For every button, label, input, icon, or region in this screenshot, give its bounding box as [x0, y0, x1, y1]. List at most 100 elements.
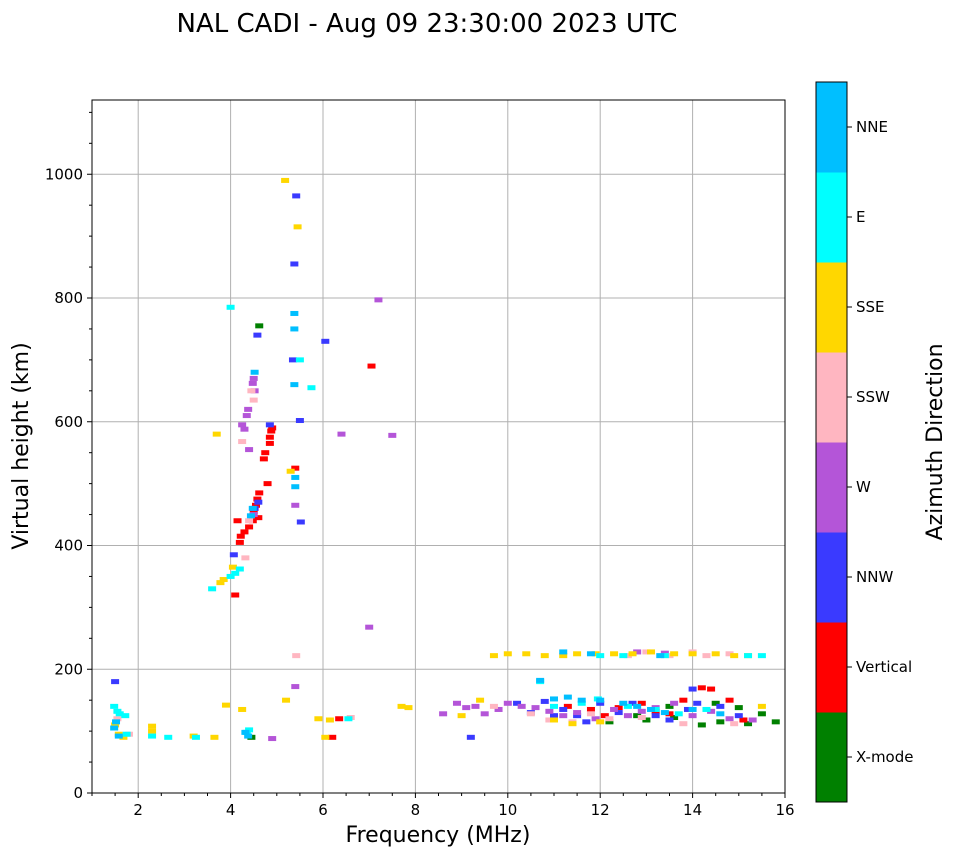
colorbar-tick-label: SSW: [856, 388, 890, 406]
data-point: [292, 653, 301, 659]
data-point: [307, 385, 316, 391]
x-tick-label: 16: [775, 801, 794, 819]
data-point: [697, 722, 706, 728]
data-point: [633, 703, 642, 709]
data-point: [241, 729, 250, 735]
colorbar-segment: [816, 172, 847, 263]
data-point: [660, 710, 669, 716]
data-point: [725, 697, 734, 703]
data-point: [707, 708, 716, 714]
data-point: [238, 706, 247, 712]
data-point: [619, 653, 628, 659]
colorbar-segment: [816, 262, 847, 353]
data-point: [238, 439, 247, 445]
data-point: [247, 388, 256, 394]
data-point: [228, 564, 237, 570]
data-point: [249, 508, 258, 514]
data-point: [462, 705, 471, 711]
data-point: [503, 700, 512, 706]
y-tick-label: 200: [54, 660, 83, 678]
data-point: [757, 653, 766, 659]
data-point: [494, 706, 503, 712]
data-point: [344, 716, 353, 722]
data-point: [226, 304, 235, 310]
colorbar-segment: [816, 622, 847, 713]
colorbar-segment: [816, 442, 847, 533]
data-point: [295, 418, 304, 424]
colorbar-tick-label: SSE: [856, 298, 885, 316]
data-point: [114, 733, 123, 739]
data-point: [212, 431, 221, 437]
data-point: [476, 697, 485, 703]
data-point: [248, 505, 257, 511]
data-point: [267, 428, 276, 434]
data-point: [526, 711, 535, 717]
data-point: [290, 310, 299, 316]
data-point: [244, 733, 253, 739]
data-point: [711, 700, 720, 706]
data-point: [647, 649, 656, 655]
colorbar-tick-label: E: [856, 208, 865, 226]
data-point: [291, 474, 300, 480]
data-point: [235, 566, 244, 572]
data-point: [734, 705, 743, 711]
data-point: [219, 577, 228, 583]
data-point: [249, 397, 258, 403]
data-point: [110, 725, 119, 731]
data-point: [586, 651, 595, 657]
data-point: [697, 685, 706, 691]
y-axis-ticks: 0 200 400 600 800 1000: [45, 111, 92, 802]
data-point: [164, 734, 173, 740]
data-point: [577, 700, 586, 706]
data-point: [573, 651, 582, 657]
x-tick-label: 10: [498, 801, 517, 819]
x-axis-ticks: 2 4 6 8 10 12 14 16: [91, 793, 795, 819]
data-point: [240, 529, 249, 535]
data-point: [268, 425, 277, 431]
x-tick-label: 14: [683, 801, 702, 819]
data-point: [586, 706, 595, 712]
data-marks: [110, 177, 780, 742]
data-point: [702, 706, 711, 712]
data-point: [404, 705, 413, 711]
data-point: [665, 711, 674, 717]
data-point: [540, 653, 549, 659]
data-point: [702, 653, 711, 659]
data-point: [325, 717, 334, 723]
data-point: [452, 700, 461, 706]
y-tick-label: 0: [73, 784, 83, 802]
data-point: [265, 434, 274, 440]
plot-area: 2 4 6 8 10 12 14 16 0 200 400 600 800 1000: [45, 99, 795, 819]
data-point: [559, 713, 568, 719]
data-point: [656, 653, 665, 659]
data-point: [614, 710, 623, 716]
data-point: [293, 224, 302, 230]
data-point: [670, 651, 679, 657]
data-point: [674, 711, 683, 717]
data-point: [216, 580, 225, 586]
data-point: [711, 651, 720, 657]
data-point: [517, 703, 526, 709]
data-point: [121, 713, 130, 719]
x-axis-label: Frequency (MHz): [346, 823, 531, 848]
data-point: [292, 193, 301, 199]
data-point: [236, 533, 245, 539]
data-point: [244, 406, 253, 412]
data-point: [623, 703, 632, 709]
y-tick-label: 800: [54, 289, 83, 307]
data-point: [113, 716, 122, 722]
colorbar-tick-label: X-mode: [856, 748, 913, 766]
data-point: [295, 357, 304, 363]
data-point: [725, 651, 734, 657]
data-point: [614, 705, 623, 711]
data-point: [744, 653, 753, 659]
data-point: [252, 502, 261, 508]
data-point: [716, 703, 725, 709]
data-point: [550, 717, 558, 723]
data-point: [250, 369, 259, 375]
data-point: [550, 703, 558, 709]
data-point: [254, 515, 263, 521]
data-point: [265, 422, 274, 428]
data-point: [628, 651, 637, 657]
